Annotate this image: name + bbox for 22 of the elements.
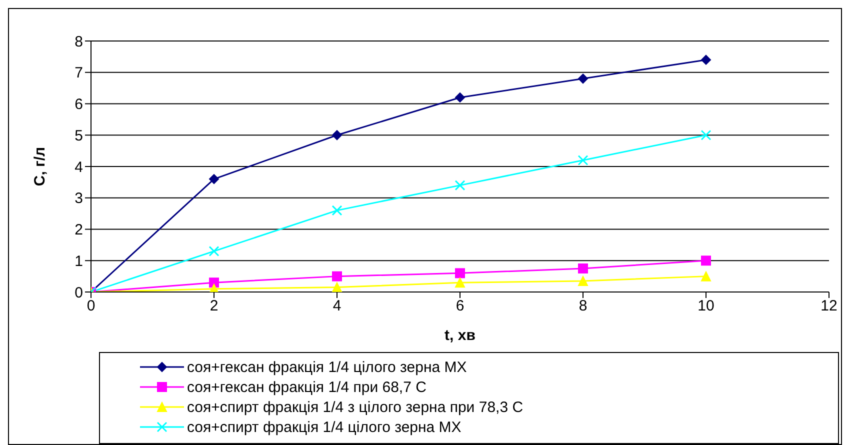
x-tick-label: 0: [86, 298, 96, 315]
legend-label: соя+гексан фракція 1/4 цілого зерна МХ: [187, 358, 467, 376]
x-tick-label: 4: [332, 298, 342, 315]
y-tick-label: 1: [74, 252, 83, 270]
y-tick-label: 8: [74, 33, 83, 50]
x-tick-label: 2: [210, 298, 218, 315]
legend-label: соя+гексан фракція 1/4 при 68,7 С: [187, 378, 426, 396]
y-axis-title: C, г/л: [31, 146, 48, 186]
y-tick-label: 2: [74, 222, 83, 239]
x-tick-label: 8: [578, 298, 588, 315]
y-tick-label: 4: [74, 158, 83, 176]
y-tick-label: 0: [74, 284, 83, 302]
legend-label: соя+спирт фракція 1/4 цілого зерна МХ: [187, 418, 462, 436]
y-tick-label: 6: [74, 96, 83, 114]
x-tick-label: 10: [698, 298, 714, 315]
legend-label: соя+спирт фракція 1/4 з цілого зерна при 78,3 С: [187, 398, 524, 416]
y-tick-label: 3: [74, 190, 83, 208]
x-tick-label: 12: [820, 298, 838, 315]
x-tick-label: 6: [456, 298, 464, 315]
y-tick-label: 7: [74, 64, 83, 82]
y-tick-label: 5: [74, 127, 83, 144]
x-axis-title: t, хв: [444, 327, 476, 344]
